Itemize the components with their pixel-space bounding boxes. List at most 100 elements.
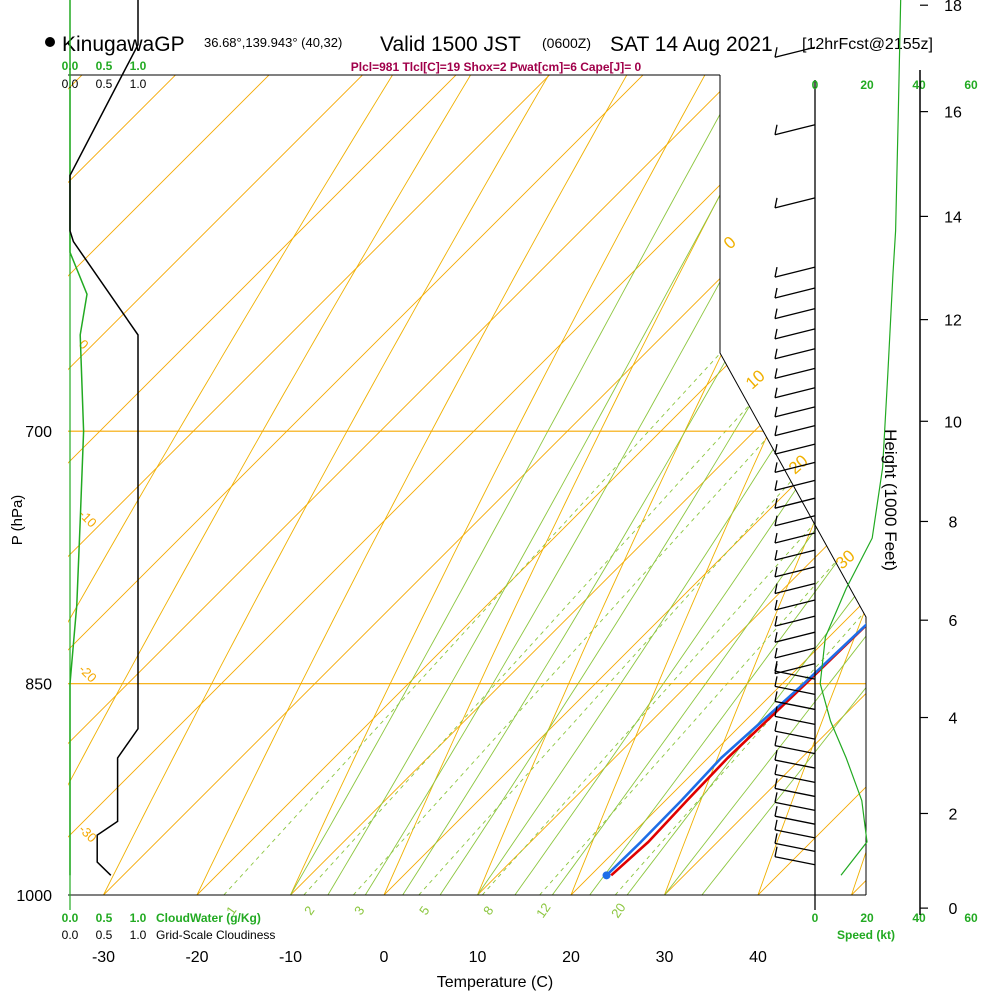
isotherm-line	[757, 75, 866, 895]
cloudwater-scale-bottom: 1.0	[130, 911, 147, 925]
moist-adiabat-line	[364, 75, 866, 895]
wind-barb	[774, 582, 816, 595]
wind-barb-flag	[774, 819, 778, 830]
dry-adiabat-line	[450, 75, 866, 895]
speed-tick-label: 0	[812, 911, 819, 925]
isotherm-line	[68, 75, 866, 895]
isotherm-line	[68, 75, 866, 895]
wind-barb	[774, 549, 816, 561]
wind-barb	[774, 197, 816, 209]
wind-barb-flag	[774, 792, 778, 803]
wind-barb	[774, 759, 816, 769]
title: KinugawaGP 36.68°,139.943° (40,32) Valid…	[45, 33, 933, 74]
mixing-ratio-line	[418, 75, 866, 895]
wind-barb-flag	[774, 197, 778, 208]
temperature-tick-label: -20	[185, 949, 208, 966]
wind-barb	[774, 479, 816, 492]
cloudiness-scale-top: 0.0	[62, 77, 79, 91]
surface-marker	[602, 871, 611, 880]
wind-barb	[774, 730, 816, 740]
isotherm-line	[68, 75, 866, 895]
wind-barb-flag	[774, 806, 778, 817]
frame-edge	[719, 75, 867, 895]
wind-barb	[774, 461, 816, 474]
wind-barb-flag	[774, 676, 778, 687]
wind-barb	[774, 307, 816, 320]
dry-adiabat-label: 0	[720, 233, 740, 253]
height-tick-label: 16	[944, 105, 962, 122]
site-dot-icon	[45, 37, 55, 47]
isotherm-line	[290, 75, 866, 895]
pressure-axis-title: P (hPa)	[9, 495, 26, 546]
moist-adiabat-line	[290, 75, 866, 895]
temperature-tick-label: -10	[279, 949, 302, 966]
cloudwater-scale-bottom: 0.5	[96, 911, 113, 925]
isotherm-line	[477, 75, 866, 895]
speed-tick-label: 40	[912, 911, 926, 925]
isotherm-line	[68, 75, 866, 895]
wind-barb-flag	[774, 308, 778, 319]
cloudwater-scale-top: 1.0	[130, 59, 147, 73]
cloudwater-scale-bottom: 0.0	[62, 911, 79, 925]
isotherm-line	[68, 75, 866, 895]
wind-barb-flag	[774, 720, 778, 732]
pressure-tick-label: 700	[25, 424, 52, 441]
site-name: KinugawaGP	[62, 33, 185, 56]
wind-barb	[774, 647, 816, 659]
isotherm-line	[664, 75, 866, 895]
dry-adiabat-line	[166, 75, 866, 895]
mixing-ratio-label: 12	[533, 900, 554, 920]
wind-barb-flag	[774, 599, 778, 611]
speed-tick-label: 20	[860, 78, 874, 92]
dry-adiabat-line	[261, 75, 866, 895]
valid-time: Valid 1500 JST	[380, 33, 521, 56]
dry-adiabat-label: 10	[742, 366, 769, 393]
moist-adiabat-line	[664, 75, 866, 895]
wind-barb	[774, 599, 816, 611]
wind-barb-flag	[774, 425, 778, 436]
wind-barb-flag	[774, 549, 778, 561]
temperature-tick-label: -30	[92, 949, 115, 966]
wind-barb-flag	[774, 647, 778, 659]
wind-barb-flag	[774, 387, 778, 398]
wind-barb-flag	[774, 735, 778, 746]
cloudiness-scale-bottom: 0.0	[62, 928, 79, 942]
wind-barb-flag	[774, 480, 778, 491]
wind-barb	[774, 801, 816, 812]
sounding-profiles	[602, 75, 866, 880]
height-tick-label: 14	[944, 209, 962, 226]
speed-tick-label: 0	[812, 78, 819, 92]
wind-barb	[774, 515, 816, 527]
isotherm-line	[945, 0, 1000, 895]
speed-tick-label: 60	[964, 78, 978, 92]
isotherm-line	[383, 75, 866, 895]
pressure-tick-label: 850	[25, 677, 52, 694]
wind-barb	[774, 815, 816, 825]
wind-barb	[774, 532, 816, 544]
wind-barb-flag	[774, 632, 778, 643]
isotherm-line	[103, 75, 866, 895]
dry-adiabat-line	[640, 75, 866, 895]
wind-barb-flag	[774, 660, 778, 672]
height-tick-label: 0	[949, 901, 958, 918]
wind-barb	[774, 46, 816, 58]
wind-barb	[774, 348, 816, 360]
isotherm-label: 0	[76, 337, 92, 353]
wind-barb-flag	[774, 616, 778, 627]
wind-barb	[774, 745, 816, 755]
speed-tick-label: 40	[912, 78, 926, 92]
moist-adiabat-line	[477, 75, 866, 895]
moist-adiabat-line	[551, 75, 866, 895]
wind-barb-flag	[774, 444, 778, 455]
temperature-line	[610, 75, 866, 877]
height-tick-label: 6	[949, 613, 958, 630]
dry-adiabat-line	[735, 75, 866, 895]
wind-barb-flag	[774, 124, 778, 135]
wind-barb	[774, 715, 816, 725]
mixing-ratio-line	[539, 75, 866, 895]
pressure-tick-label: 500	[25, 0, 52, 4]
isotherm-line	[196, 75, 866, 895]
speed-tick-label: 20	[860, 911, 874, 925]
